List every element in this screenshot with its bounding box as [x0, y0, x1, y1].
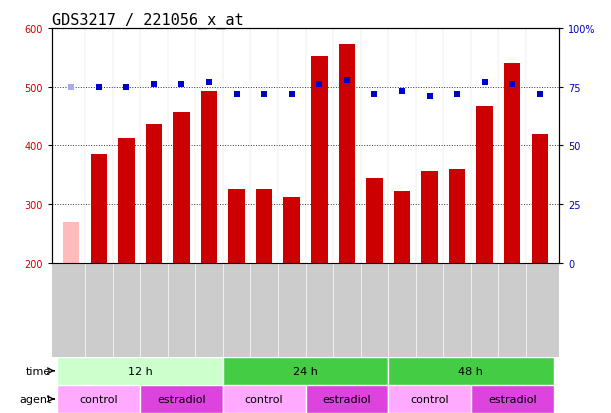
Bar: [140, 385, 223, 413]
Bar: [223, 385, 306, 413]
Text: estradiol: estradiol: [323, 394, 371, 404]
Point: [67, 84, 76, 91]
Bar: [201, 92, 218, 263]
Point: [342, 77, 352, 84]
Bar: [57, 357, 223, 385]
Bar: [57, 385, 140, 413]
Point: [149, 82, 159, 88]
Text: estradiol: estradiol: [157, 394, 206, 404]
Point: [425, 93, 434, 100]
Point: [452, 91, 462, 98]
Point: [315, 82, 324, 88]
Text: 48 h: 48 h: [458, 366, 483, 376]
Point: [122, 84, 131, 91]
Text: 12 h: 12 h: [128, 366, 153, 376]
Bar: [388, 385, 471, 413]
Bar: [90, 155, 107, 263]
Point: [507, 82, 517, 88]
Text: time: time: [26, 366, 51, 376]
Bar: [284, 197, 300, 263]
Bar: [118, 138, 134, 263]
Text: 24 h: 24 h: [293, 366, 318, 376]
Point: [535, 91, 544, 98]
Text: agent: agent: [19, 394, 51, 404]
Bar: [223, 357, 388, 385]
Bar: [449, 170, 466, 263]
Point: [480, 79, 489, 86]
Bar: [421, 171, 438, 263]
Text: control: control: [410, 394, 449, 404]
Bar: [173, 113, 190, 263]
Point: [204, 79, 214, 86]
Text: GDS3217 / 221056_x_at: GDS3217 / 221056_x_at: [52, 13, 244, 29]
Text: estradiol: estradiol: [488, 394, 536, 404]
Bar: [477, 107, 493, 263]
Point: [177, 82, 186, 88]
Bar: [504, 64, 521, 263]
Point: [232, 91, 241, 98]
Bar: [256, 190, 273, 263]
Bar: [388, 357, 554, 385]
Point: [94, 84, 104, 91]
Bar: [366, 178, 382, 263]
Bar: [306, 385, 388, 413]
Bar: [393, 191, 410, 263]
Point: [259, 91, 269, 98]
Point: [287, 91, 296, 98]
Bar: [311, 57, 327, 263]
Bar: [145, 124, 162, 263]
Bar: [63, 222, 79, 263]
Bar: [532, 134, 548, 263]
Text: control: control: [245, 394, 284, 404]
Bar: [229, 190, 245, 263]
Point: [397, 89, 407, 95]
Bar: [338, 45, 355, 263]
Point: [370, 91, 379, 98]
Text: control: control: [79, 394, 118, 404]
Bar: [471, 385, 554, 413]
